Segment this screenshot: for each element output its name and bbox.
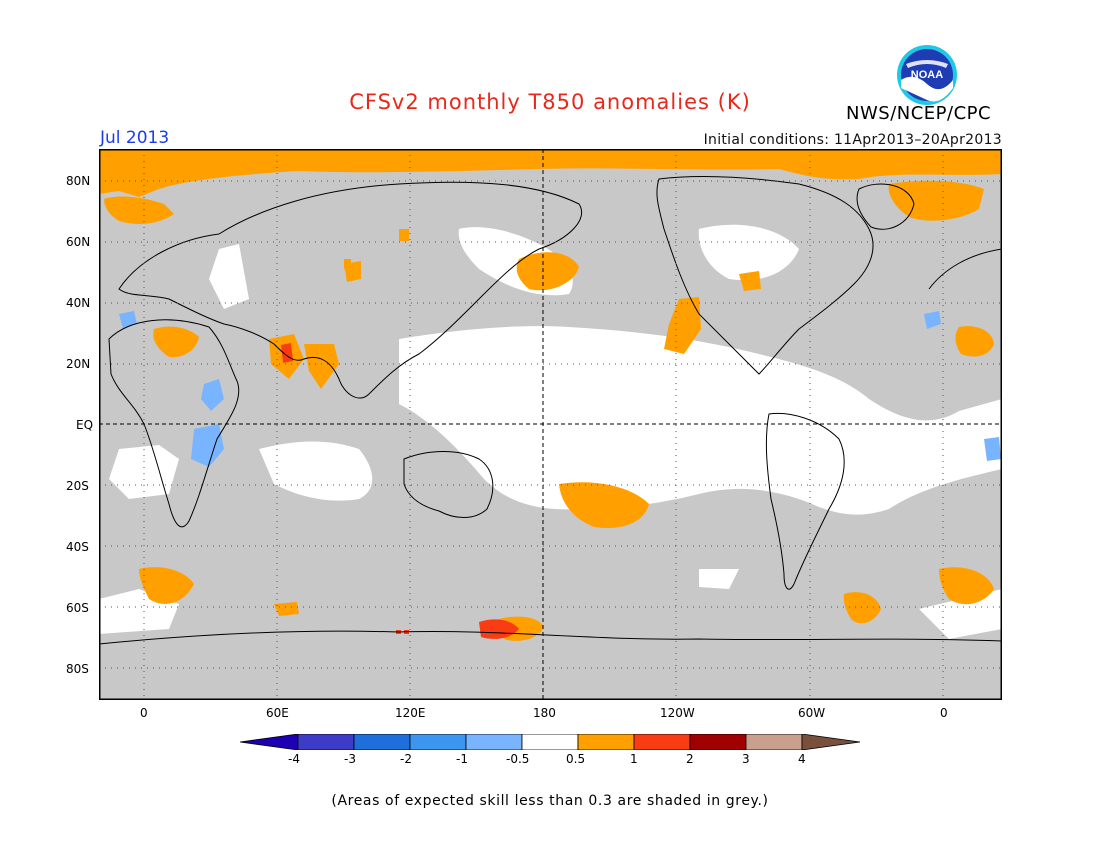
- organization-label: NWS/NCEP/CPC: [846, 103, 992, 124]
- colorbar-label: 3: [742, 752, 750, 766]
- colorbar-cell: [745, 734, 803, 750]
- logo-text: NOAA: [911, 69, 943, 81]
- colorbar-cell: [577, 734, 635, 750]
- lat-label: 80N: [66, 174, 91, 188]
- colorbar-label: -3: [344, 752, 356, 766]
- anomaly-map: [99, 149, 1002, 700]
- colorbar-cell: [801, 734, 861, 750]
- colorbar-cell: [521, 734, 579, 750]
- initial-conditions: Initial conditions: 11Apr2013–20Apr2013: [703, 132, 1002, 148]
- skill-footnote: (Areas of expected skill less than 0.3 a…: [331, 793, 769, 809]
- lon-label: 180: [533, 706, 556, 720]
- colorbar-label: -1: [456, 752, 468, 766]
- colorbar-label: -0.5: [506, 752, 530, 766]
- colorbar: [240, 734, 861, 750]
- colorbar-cell: [240, 734, 299, 750]
- colorbar-label: 0.5: [566, 752, 586, 766]
- lat-label: EQ: [76, 418, 94, 432]
- lat-label: 20S: [66, 479, 89, 493]
- lon-label: 120W: [660, 706, 695, 720]
- colorbar-label: 2: [686, 752, 694, 766]
- graticule: [99, 149, 1002, 700]
- colorbar-cell: [409, 734, 467, 750]
- lat-label: 60N: [66, 235, 91, 249]
- colorbar-label: -2: [400, 752, 412, 766]
- lon-label: 0: [140, 706, 148, 720]
- noaa-logo-icon: NOAA: [897, 45, 957, 105]
- neutral-skill-regions: [99, 224, 1002, 639]
- lon-label: 120E: [395, 706, 426, 720]
- colorbar-cell: [353, 734, 411, 750]
- colorbar-cell: [689, 734, 747, 750]
- lat-label: 60S: [66, 601, 89, 615]
- colorbar-cell: [297, 734, 355, 750]
- warm-anomaly-regions: [99, 149, 1002, 641]
- colorbar-cell: [633, 734, 691, 750]
- lon-label: 60W: [798, 706, 826, 720]
- colorbar-label: 4: [798, 752, 806, 766]
- lat-label: 40N: [66, 296, 91, 310]
- map-title: CFSv2 monthly T850 anomalies (K): [349, 90, 751, 114]
- lat-label: 80S: [66, 662, 89, 676]
- colorbar-cell: [465, 734, 523, 750]
- map-frame: [99, 149, 1002, 700]
- cool-anomaly-regions: [119, 311, 1001, 467]
- colorbar-label: -4: [288, 752, 300, 766]
- forecast-period: Jul 2013: [100, 128, 170, 148]
- lon-label: 0: [940, 706, 948, 720]
- coastlines: [99, 176, 1002, 645]
- lat-label: 40S: [66, 540, 89, 554]
- lon-label: 60E: [266, 706, 289, 720]
- colorbar-label: 1: [630, 752, 638, 766]
- lat-label: 20N: [66, 357, 91, 371]
